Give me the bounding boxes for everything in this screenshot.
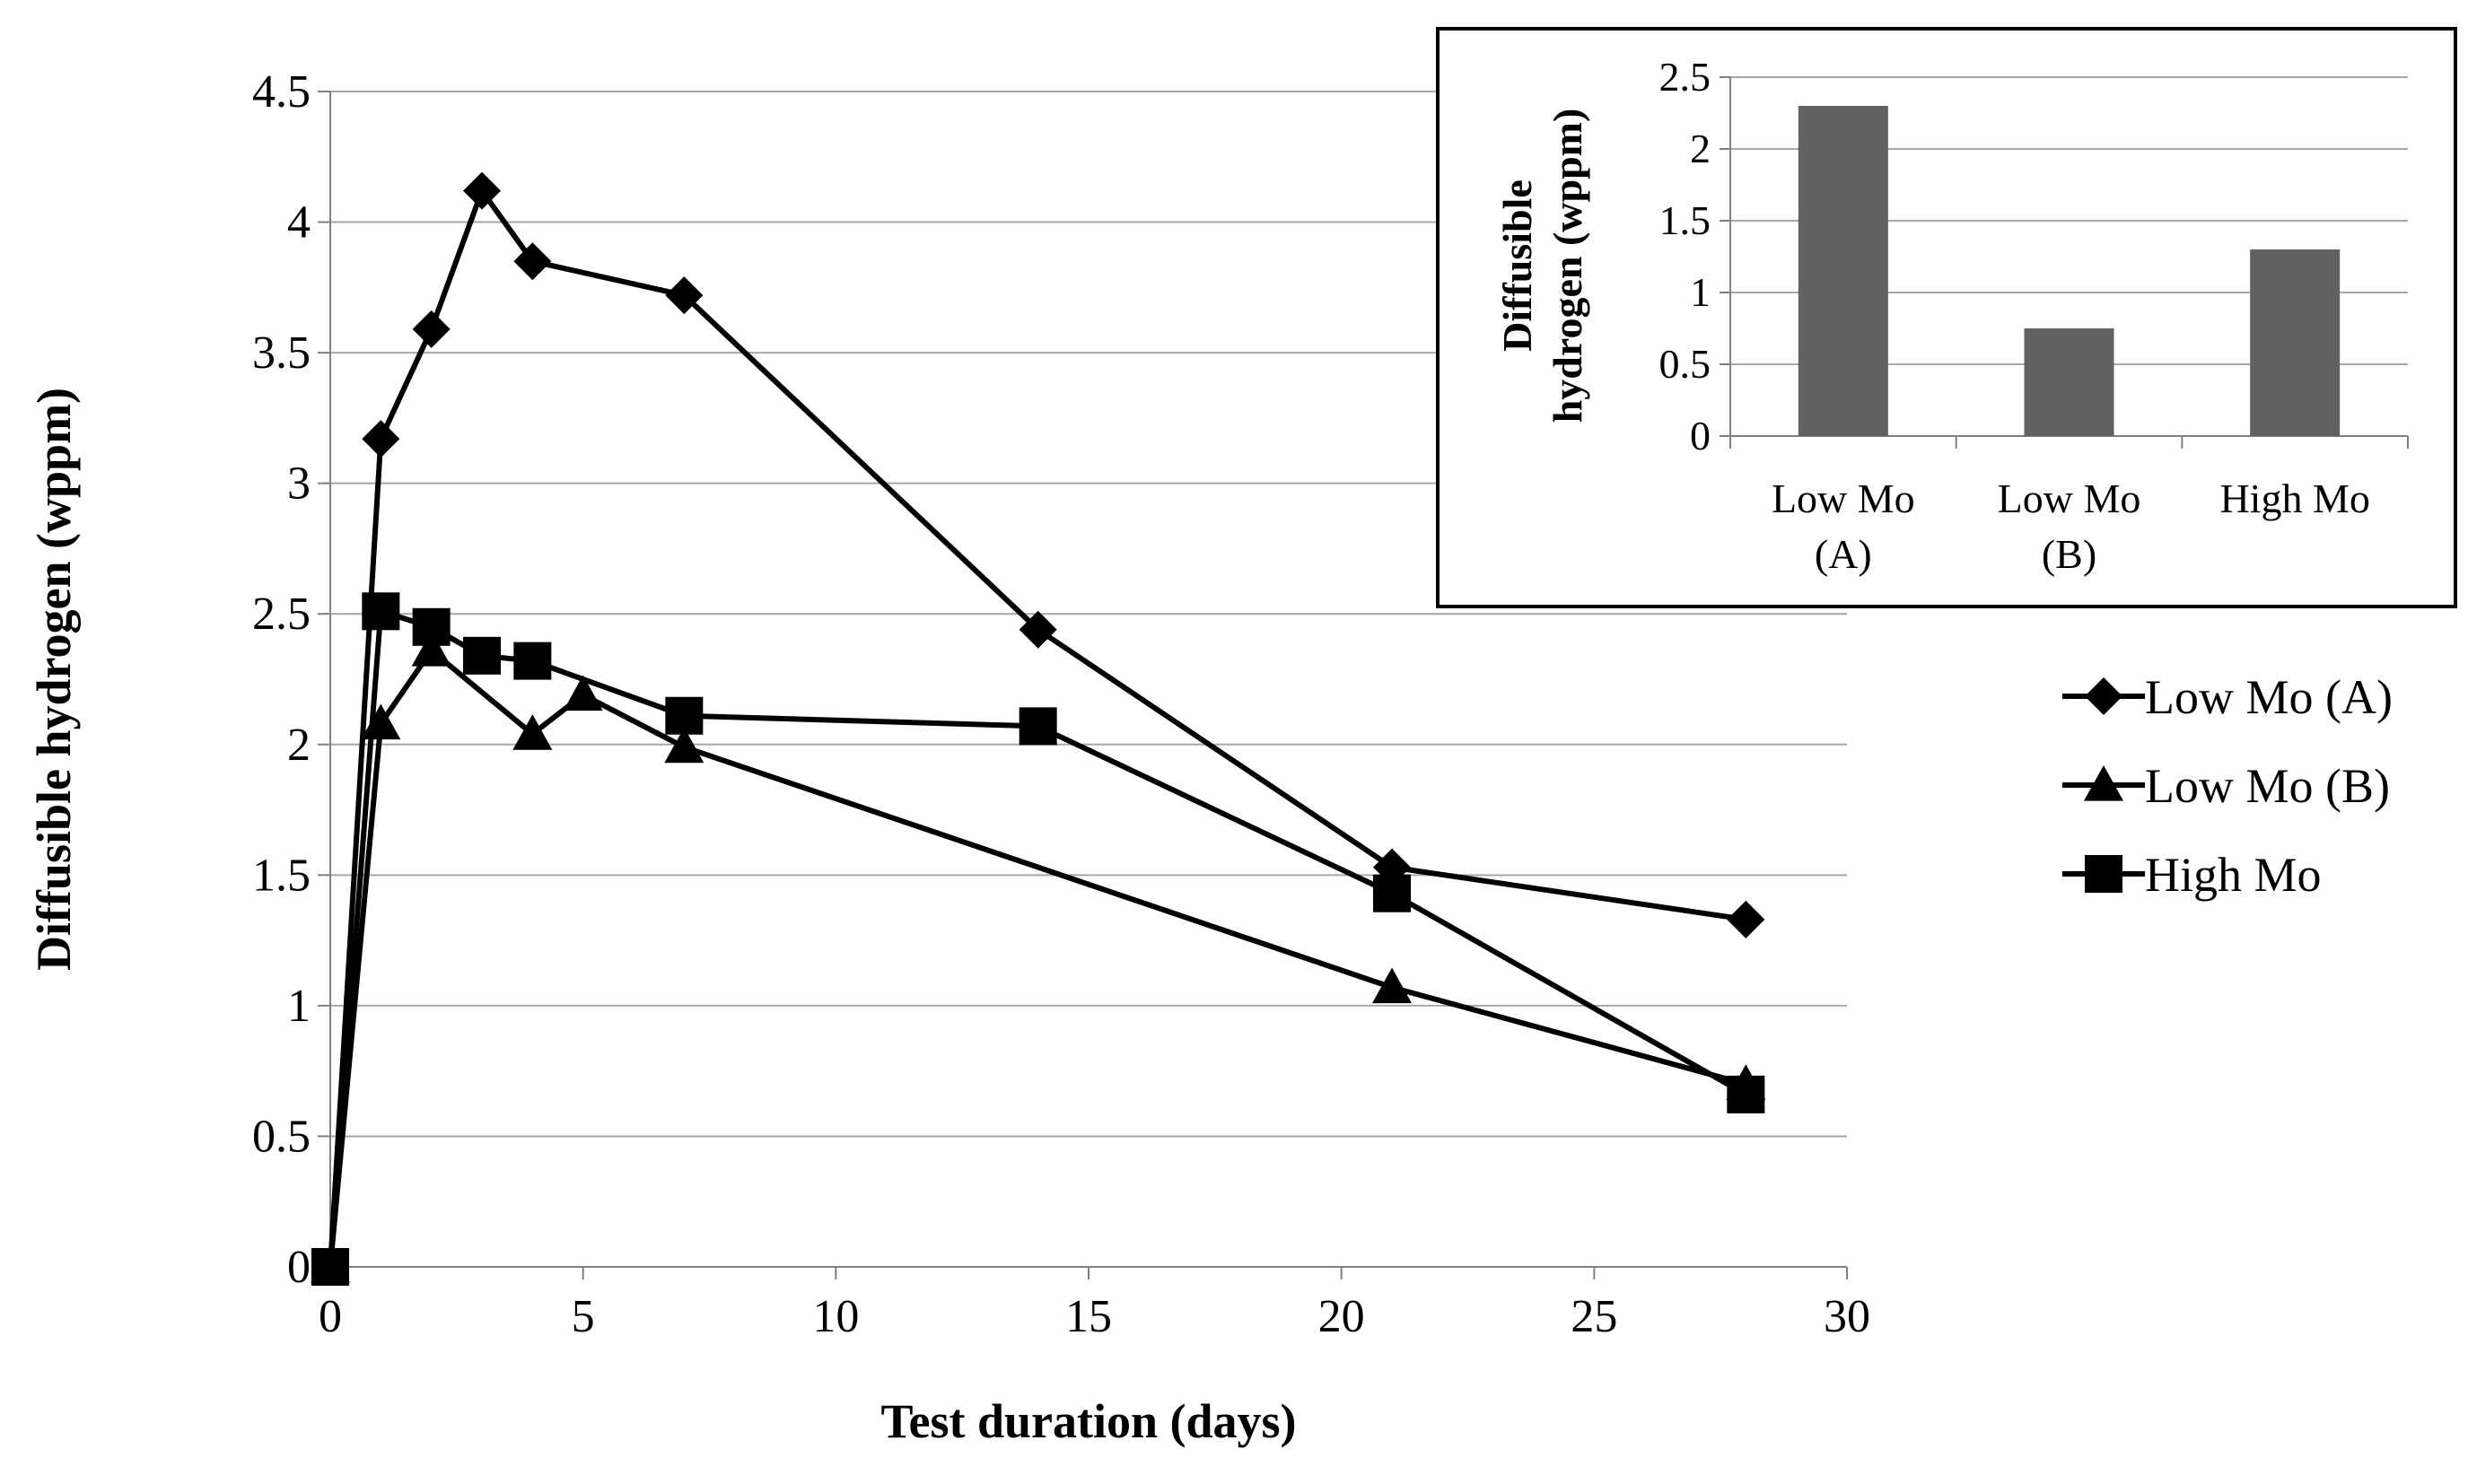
x-tick-label: 20 [1318, 1291, 1365, 1342]
data-point-series-1 [412, 310, 451, 348]
data-point-series-3 [513, 642, 552, 680]
y-tick-label: 2 [287, 720, 311, 771]
data-point-series-3 [1727, 1075, 1765, 1113]
data-point-series-3 [362, 592, 400, 631]
x-tick-label: 0 [319, 1291, 342, 1342]
inset-y-tick-label: 0 [1690, 413, 1711, 458]
data-point-series-3 [1019, 707, 1057, 746]
y-tick-label: 1.5 [252, 850, 311, 901]
inset-x-tick-label: Low Mo [1998, 476, 2141, 521]
inset-y-tick-label: 2.5 [1659, 54, 1711, 100]
inset-x-tick-label: Low Mo [1772, 476, 1915, 521]
inset-x-tick-label: (A) [1815, 531, 1872, 577]
y-tick-label: 1 [287, 981, 311, 1032]
y-tick-label: 2.5 [252, 589, 311, 640]
y-tick-label: 4 [287, 197, 311, 249]
data-point-series-1 [362, 420, 400, 458]
legend-marker [2084, 765, 2123, 801]
x-tick-label: 15 [1065, 1291, 1112, 1342]
data-point-series-3 [1373, 874, 1411, 912]
data-point-series-2 [563, 675, 603, 711]
x-tick-label: 5 [572, 1291, 595, 1342]
legend-marker [2085, 677, 2122, 715]
inset-bar [2024, 328, 2114, 436]
series-line-2 [328, 647, 1747, 1268]
legend-label: Low Mo (A) [2145, 670, 2393, 724]
inset-y-tick-label: 2 [1690, 126, 1711, 171]
legend: Low Mo (A) Low Mo (B) High Mo [2062, 670, 2393, 902]
x-tick-label: 25 [1571, 1291, 1617, 1342]
legend-marker [2085, 855, 2122, 893]
inset-y-tick-label: 0.5 [1659, 341, 1711, 387]
x-tick-label: 30 [1824, 1291, 1870, 1342]
inset-y-tick-label: 1 [1690, 269, 1711, 315]
inset-bar [2250, 249, 2341, 436]
inset-bar [1798, 106, 1888, 436]
data-point-series-1 [665, 276, 704, 315]
data-point-series-1 [1727, 900, 1765, 938]
y-tick-label: 4.5 [252, 66, 311, 118]
data-point-series-2 [361, 703, 401, 740]
data-point-series-3 [311, 1248, 349, 1286]
inset-x-tick-label: (B) [2042, 531, 2096, 577]
data-point-series-2 [664, 727, 705, 764]
data-point-series-3 [463, 636, 501, 675]
y-axis-title: Diffusible hydrogen (wppm) [27, 388, 81, 971]
legend-label: High Mo [2145, 848, 2322, 902]
inset-x-tick-label: High Mo [2219, 476, 2369, 521]
data-point-series-1 [1019, 610, 1057, 649]
data-point-series-2 [512, 714, 553, 750]
y-tick-label: 3 [287, 458, 311, 510]
data-point-series-1 [463, 171, 501, 210]
y-tick-label: 0 [287, 1242, 311, 1293]
y-tick-label: 0.5 [252, 1111, 311, 1162]
inset-bar-chart: 0 0.5 1 1.5 2 2.5 Low Mo (A) Low Mo (B) High Mo Dif… [1436, 27, 2457, 608]
data-point-series-2 [1372, 967, 1412, 1004]
legend-label: Low Mo (B) [2145, 759, 2390, 813]
data-point-series-3 [665, 696, 704, 735]
data-point-series-3 [412, 607, 451, 646]
inset-y-axis-title: Diffusible [1494, 179, 1540, 352]
inset-y-axis-title: hydrogen (wppm) [1545, 109, 1590, 423]
data-point-series-1 [513, 242, 552, 281]
inset-y-tick-label: 1.5 [1659, 197, 1711, 243]
x-tick-label: 10 [812, 1291, 859, 1342]
x-axis-title: Test duration (days) [880, 1394, 1296, 1448]
data-point-series-2 [411, 630, 451, 667]
y-tick-label: 3.5 [252, 327, 311, 379]
